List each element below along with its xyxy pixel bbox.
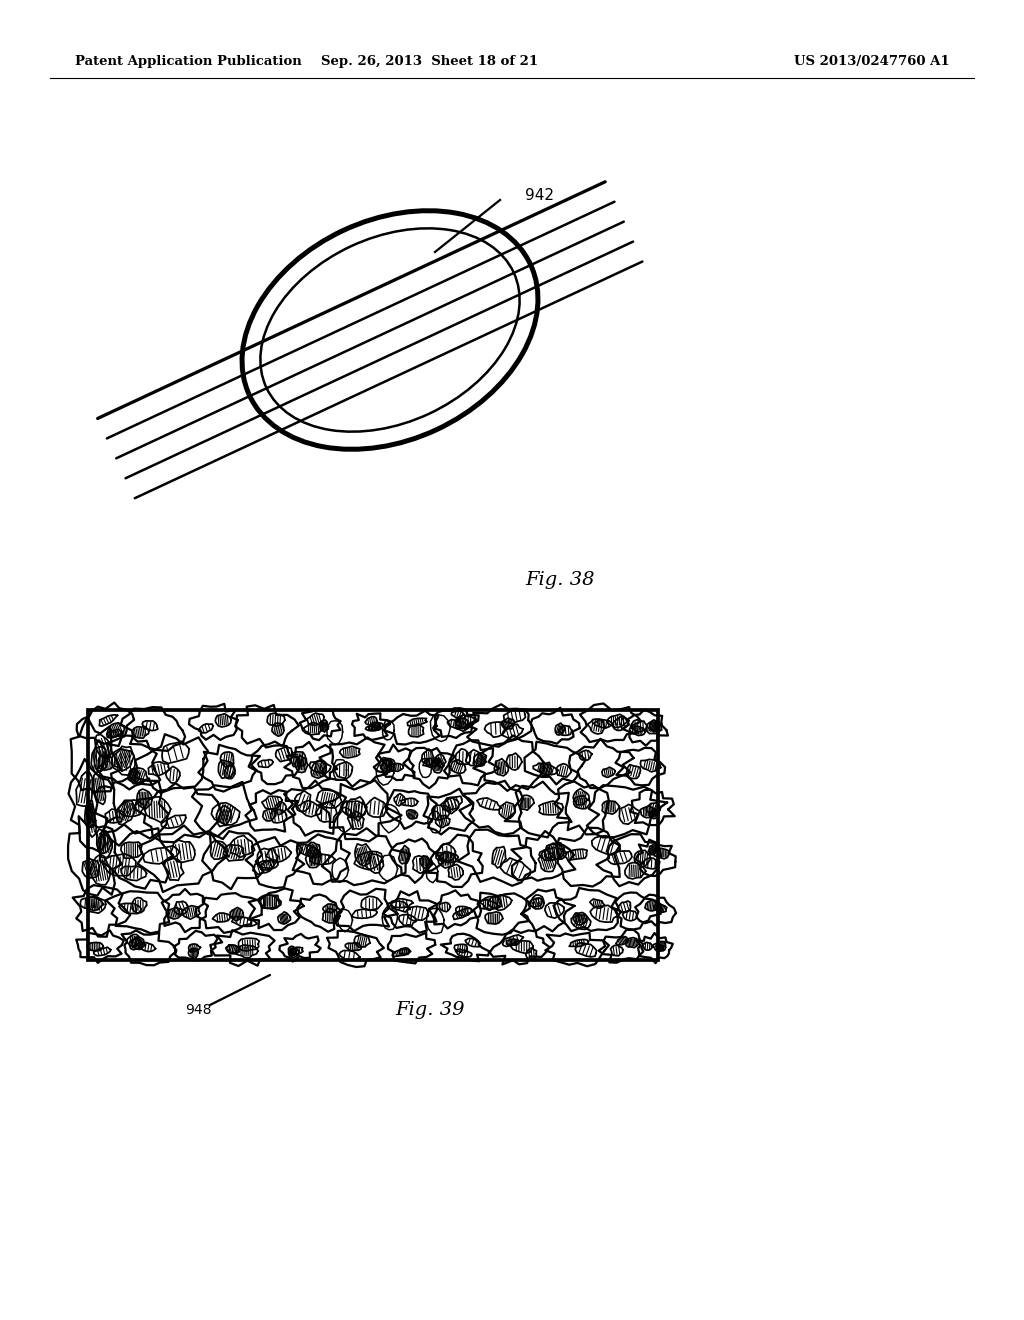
Text: Patent Application Publication: Patent Application Publication	[75, 55, 302, 69]
Text: Fig. 39: Fig. 39	[395, 1001, 465, 1019]
Text: Fig. 38: Fig. 38	[525, 572, 595, 589]
Text: 942: 942	[525, 187, 554, 202]
Text: US 2013/0247760 A1: US 2013/0247760 A1	[795, 55, 950, 69]
Bar	[88, 710, 658, 960]
Bar	[88, 710, 658, 960]
Text: Sep. 26, 2013  Sheet 18 of 21: Sep. 26, 2013 Sheet 18 of 21	[322, 55, 539, 69]
Text: 948: 948	[185, 1003, 212, 1016]
